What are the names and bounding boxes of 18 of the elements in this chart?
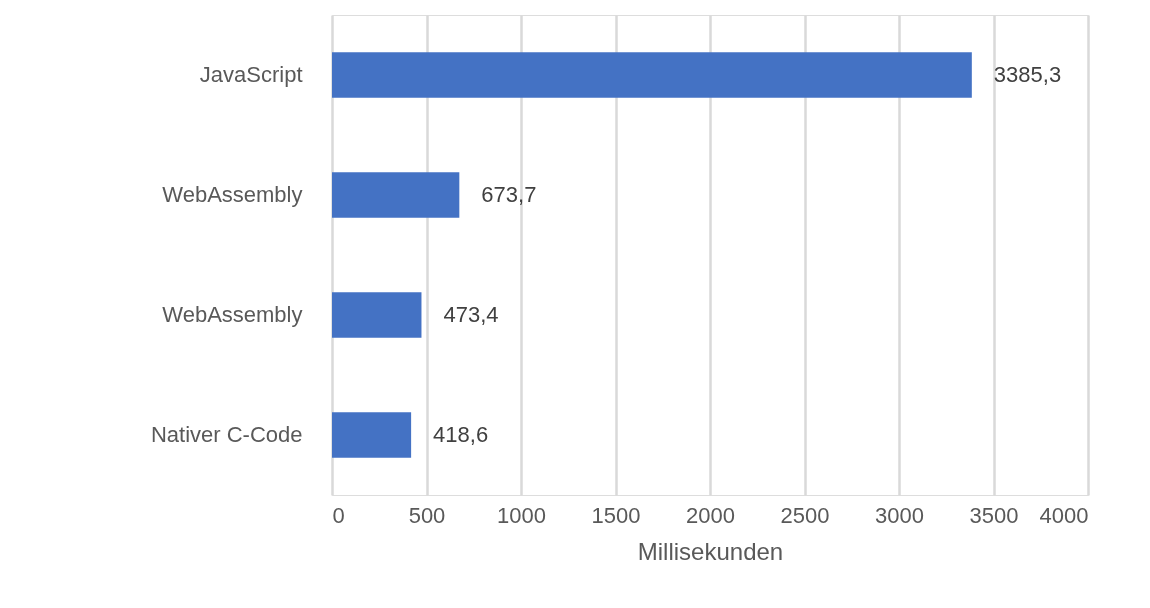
x-tick-label: 1000 — [497, 502, 546, 528]
x-tick-label: 2500 — [780, 502, 830, 528]
x-tick-label: 2000 — [686, 502, 735, 528]
data-label: 3385,3 — [993, 62, 1062, 87]
data-label: 473,4 — [443, 302, 499, 327]
x-axis-title: Millisekunden — [637, 537, 784, 565]
y-tick-label: WebAssembly — [162, 302, 303, 327]
x-tick-label: 1500 — [591, 502, 641, 528]
data-label: 673,7 — [481, 182, 537, 207]
y-tick-label: JavaScript — [199, 62, 303, 87]
y-tick-label: Nativer C-Code — [150, 422, 303, 447]
x-tick-label: 3500 — [969, 502, 1019, 528]
x-tick-label: 0 — [332, 502, 345, 528]
y-tick-label: WebAssembly — [162, 182, 303, 207]
x-tick-label: 3000 — [875, 502, 924, 528]
x-tick-label: 4000 — [1039, 502, 1089, 528]
x-tick-label: 500 — [408, 502, 446, 528]
data-label: 418,6 — [433, 422, 489, 447]
